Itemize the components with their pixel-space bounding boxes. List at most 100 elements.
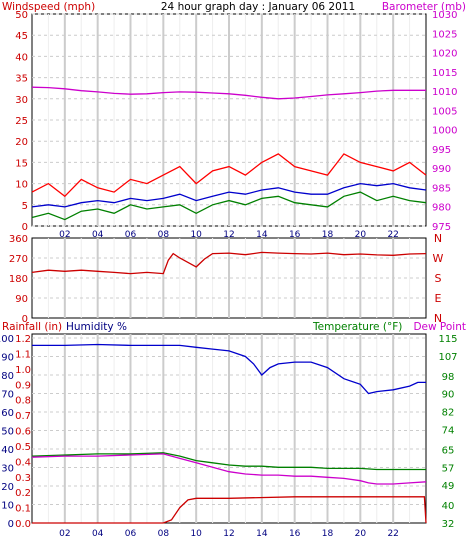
rain-tick-label: 0.9 <box>15 380 31 391</box>
humidity-tick-label: 40 <box>1 445 14 456</box>
temp-tick-label: 65 <box>442 445 455 456</box>
x-tick-label: 22 <box>387 529 398 539</box>
baro-tick-label: 995 <box>432 145 451 156</box>
rain-tick-label: 0.2 <box>15 488 31 499</box>
rain-humidity-temp-series-2 <box>31 452 426 471</box>
wind-baro-series-1 <box>31 86 426 100</box>
rain-tick-label: 1.2 <box>15 334 31 345</box>
x-tick-label: 08 <box>158 529 170 539</box>
baro-tick-label: 980 <box>432 203 451 214</box>
direction-tick-label: 0 <box>22 314 28 325</box>
x-tick-label: 18 <box>322 529 334 539</box>
x-tick-label: 14 <box>256 230 268 240</box>
wind-baro-series-4 <box>31 191 427 221</box>
x-tick-label: 04 <box>92 230 104 240</box>
baro-tick-label: 1015 <box>432 68 457 79</box>
rain-tick-label: 0.7 <box>15 411 31 422</box>
x-tick-label: 08 <box>158 230 170 240</box>
baro-tick-label: 1010 <box>432 87 457 98</box>
direction-tick-label: 270 <box>9 254 28 265</box>
humidity-tick-label: 50 <box>1 427 14 438</box>
rain-tick-label: 0.3 <box>15 473 31 484</box>
x-tick-label: 06 <box>125 529 137 539</box>
temp-tick-label: 57 <box>442 463 455 474</box>
wind-baro-series-3 <box>31 182 427 208</box>
humidity-tick-label: 60 <box>1 408 14 419</box>
direction-tick-label: 180 <box>9 274 28 285</box>
x-tick-label: 16 <box>289 230 301 240</box>
compass-label: N <box>434 312 442 325</box>
x-tick-label: 10 <box>190 230 202 240</box>
wind-tick-label: 45 <box>15 31 28 42</box>
rain-tick-label: 1.1 <box>15 349 31 360</box>
x-tick-label: 12 <box>223 529 234 539</box>
wind-tick-label: 25 <box>15 116 28 127</box>
rain-tick-label: 0.5 <box>15 442 31 453</box>
x-tick-label: 04 <box>92 529 104 539</box>
humidity-axis-label: Humidity % <box>66 321 127 333</box>
baro-tick-label: 985 <box>432 183 451 194</box>
rain-tick-label: 0.6 <box>15 427 31 438</box>
temp-tick-label: 74 <box>442 425 455 436</box>
rain-tick-label: 0.0 <box>15 519 31 530</box>
baro-tick-label: 1000 <box>432 126 457 137</box>
temp-tick-label: 90 <box>442 390 455 401</box>
rain-tick-label: 0.4 <box>15 457 31 468</box>
wind-tick-label: 10 <box>15 180 28 191</box>
humidity-tick-label: 30 <box>1 464 14 475</box>
baro-tick-label: 1005 <box>432 106 457 117</box>
x-tick-label: 06 <box>125 230 137 240</box>
humidity-tick-label: 0 <box>8 519 14 530</box>
rain-humidity-temp-series-4 <box>32 496 427 524</box>
temp-tick-label: 98 <box>442 372 455 383</box>
baro-tick-label: 1030 <box>432 10 457 21</box>
rain-tick-label: 0.8 <box>15 396 31 407</box>
humidity-tick-label: 20 <box>1 482 14 493</box>
compass-label: S <box>435 272 442 285</box>
humidity-tick-label: 90 <box>1 353 14 364</box>
wind-tick-label: 50 <box>15 10 28 21</box>
temp-tick-label: 107 <box>438 352 457 363</box>
rain-humidity-temp-series-1 <box>32 343 426 395</box>
temp-tick-label: 115 <box>438 334 457 345</box>
x-tick-label: 12 <box>223 230 234 240</box>
x-tick-label: 14 <box>256 529 268 539</box>
temp-tick-label: 32 <box>442 519 455 530</box>
rain-axis-label: Rainfall (in) <box>2 321 62 333</box>
wind-axis-label: Windspeed (mph) <box>2 1 95 13</box>
baro-tick-label: 975 <box>432 222 451 233</box>
wind-tick-label: 30 <box>15 95 28 106</box>
direction-tick-label: 90 <box>15 294 28 305</box>
humidity-tick-label: 10 <box>1 501 14 512</box>
baro-axis-label: Barometer (mb) <box>382 1 466 13</box>
wind-tick-label: 20 <box>15 137 28 148</box>
compass-label: E <box>435 292 442 305</box>
baro-tick-label: 1025 <box>432 29 457 40</box>
baro-tick-label: 1020 <box>432 49 457 60</box>
temp-axis-label: Temperature (°F) <box>312 321 402 333</box>
graph-title: 24 hour graph day : January 06 2011 <box>161 1 355 13</box>
rain-tick-label: 0.1 <box>15 504 31 515</box>
rain-humidity-temp-series-3 <box>31 453 427 485</box>
wind-tick-label: 5 <box>22 201 28 212</box>
x-tick-label: 16 <box>289 529 301 539</box>
temp-tick-label: 82 <box>442 408 455 419</box>
humidity-tick-label: 70 <box>1 390 14 401</box>
x-tick-label: 02 <box>59 230 70 240</box>
wind-tick-label: 0 <box>22 222 28 233</box>
x-tick-label: 02 <box>59 529 70 539</box>
temp-tick-label: 49 <box>442 481 455 492</box>
x-tick-label: 20 <box>355 529 367 539</box>
temp-tick-label: 40 <box>442 501 455 512</box>
humidity-tick-label: 100 <box>0 334 14 345</box>
wind-tick-label: 15 <box>15 158 28 169</box>
compass-label: N <box>434 232 442 245</box>
humidity-tick-label: 80 <box>1 371 14 382</box>
x-tick-label: 20 <box>355 230 367 240</box>
baro-tick-label: 990 <box>432 164 451 175</box>
direction-series-1 <box>31 251 427 275</box>
x-tick-label: 22 <box>387 230 398 240</box>
direction-tick-label: 360 <box>9 234 28 245</box>
x-tick-label: 18 <box>322 230 334 240</box>
